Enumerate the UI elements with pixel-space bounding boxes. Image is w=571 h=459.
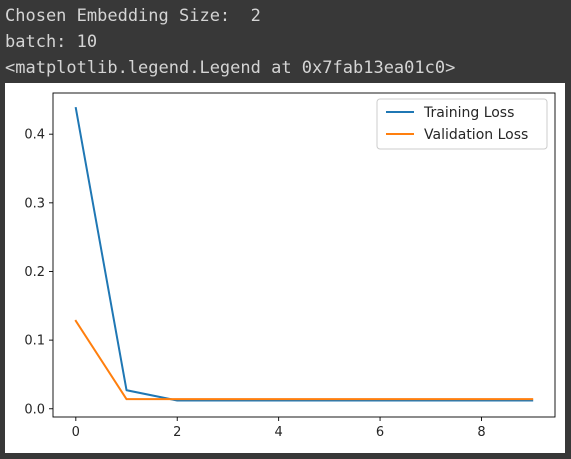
- loss-line-chart: 0 2 4 6 8 0.0 0.1 0.2 0.3 0.4 Training Loss Validat…: [24, 92, 556, 440]
- plot-frame: [52, 92, 556, 418]
- plot-output: 0 2 4 6 8 0.0 0.1 0.2 0.3 0.4 Training Loss Validat…: [5, 83, 565, 453]
- x-tick-label: 6: [376, 425, 384, 440]
- x-tick-label: 2: [173, 425, 181, 440]
- y-tick-label: 0.3: [24, 196, 45, 211]
- x-tick-label: 0: [72, 425, 80, 440]
- y-tick-label: 0.4: [24, 128, 45, 143]
- x-tick-label: 4: [275, 425, 283, 440]
- series-line-training-loss: [74, 106, 534, 402]
- legend-box: [376, 98, 548, 150]
- series-line-validation-loss: [74, 319, 534, 401]
- legend-label-training-loss: Training Loss: [423, 105, 514, 121]
- y-tick-label: 0.2: [24, 265, 45, 280]
- legend-label-validation-loss: Validation Loss: [424, 127, 528, 143]
- output-text-embedding-size: Chosen Embedding Size: 2: [5, 6, 261, 26]
- y-tick-label: 0.0: [24, 402, 45, 417]
- output-text-legend-repr: <matplotlib.legend.Legend at 0x7fab13ea0…: [5, 58, 456, 78]
- x-tick-label: 8: [477, 425, 485, 440]
- output-text-batch: batch: 10: [5, 32, 98, 52]
- y-tick-label: 0.1: [24, 334, 45, 349]
